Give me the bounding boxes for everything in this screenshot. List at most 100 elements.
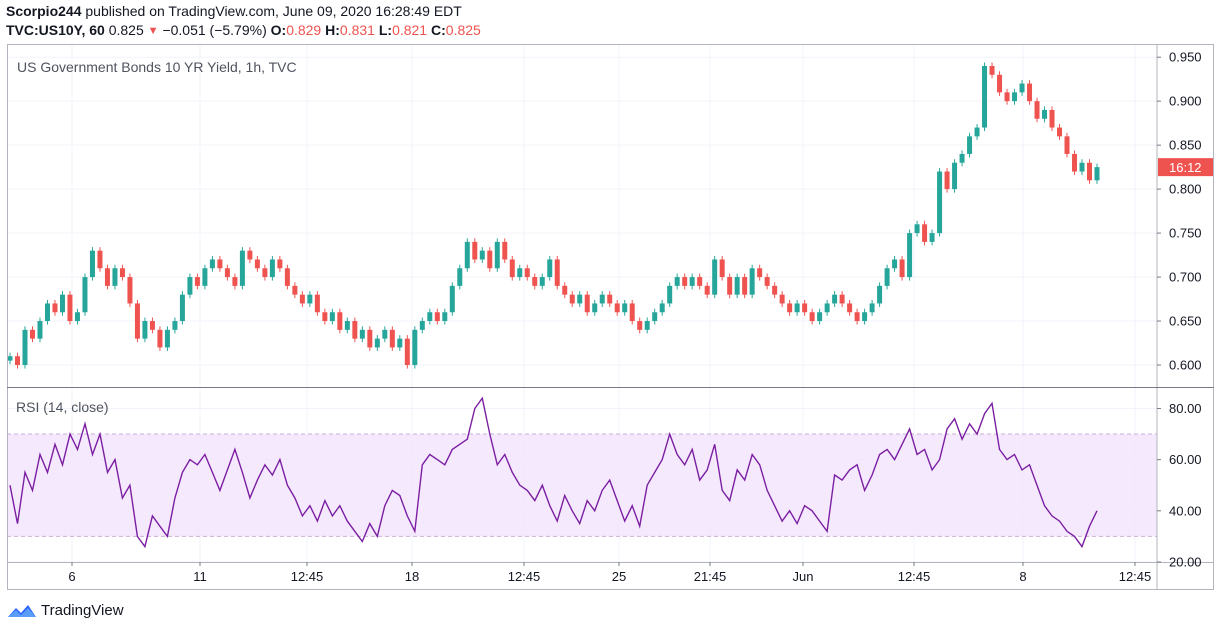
author-name[interactable]: Scorpio244 [6, 3, 82, 19]
candle [599, 291, 605, 307]
close-label: C: [431, 22, 446, 38]
candle-body [757, 268, 763, 278]
candle [622, 299, 628, 316]
candle-body [817, 312, 823, 322]
candle [487, 247, 493, 272]
candle [1027, 80, 1033, 105]
candle-body [547, 259, 553, 278]
time-axis[interactable]: 6 11 12:45 18 12:45 25 21:45 Jun 12:45 8 12:45 [68, 562, 1151, 584]
candle [97, 247, 103, 272]
candle-body [434, 312, 440, 322]
candle [914, 220, 920, 237]
candle [997, 71, 1003, 96]
candle [352, 317, 358, 343]
candle [217, 255, 223, 272]
candle-body [194, 277, 200, 286]
candle [554, 255, 560, 290]
candle [74, 308, 80, 325]
candle-body [847, 303, 853, 313]
candle-body [982, 65, 988, 128]
candle [284, 264, 290, 290]
candle [22, 326, 28, 369]
candle-body [577, 294, 583, 304]
candle-body [997, 74, 1003, 93]
candle [524, 264, 530, 281]
price-tick-label: 0.700 [1169, 270, 1202, 285]
candle-body [322, 312, 328, 322]
candle [404, 335, 410, 369]
candle-body [374, 338, 380, 348]
main-grid [7, 44, 1157, 387]
open-value: 0.829 [286, 22, 322, 38]
candle-body [37, 321, 43, 339]
candle-body [52, 303, 58, 313]
candle-body [937, 171, 943, 234]
candle-body [164, 329, 170, 348]
candle-body [1079, 162, 1085, 172]
candle [127, 273, 133, 307]
candle-body [142, 321, 148, 339]
candle [307, 291, 313, 307]
candle-body [802, 303, 808, 313]
candle-body [239, 250, 245, 286]
candle [59, 291, 65, 316]
candle-body [967, 136, 973, 154]
candle-body [794, 303, 800, 313]
candle-body [344, 321, 350, 330]
candle-body [74, 312, 80, 322]
candle-body [637, 321, 643, 330]
candle [157, 326, 163, 351]
candle [592, 299, 598, 316]
candle [907, 229, 913, 281]
candle-body [382, 329, 388, 339]
candle-body [7, 356, 13, 361]
chart-frame [7, 44, 1214, 590]
price-tick-label: 0.800 [1169, 182, 1202, 197]
price-axis[interactable]: 0.600 0.650 0.700 0.750 0.800 0.850 0.900 0.950 [1157, 50, 1202, 373]
candle [1087, 159, 1093, 184]
candle [659, 299, 665, 316]
tradingview-brand[interactable]: TradingView [8, 602, 124, 619]
candle-body [592, 303, 598, 313]
candle-body [284, 268, 290, 286]
candle-body [89, 250, 95, 278]
candle [247, 247, 253, 263]
candle [959, 150, 965, 167]
candle [502, 238, 508, 263]
candle [412, 326, 418, 369]
candle [1057, 124, 1063, 140]
main-panel-title: US Government Bonds 10 YR Yield, 1h, TVC [17, 59, 297, 75]
candle-body [509, 259, 515, 278]
candle [427, 308, 433, 325]
candle-body [397, 338, 403, 348]
candle [37, 317, 43, 343]
candle-body [944, 171, 950, 190]
candle [89, 247, 95, 281]
candle [202, 264, 208, 290]
candle-body [749, 268, 755, 295]
chart-area[interactable]: 0.600 0.650 0.700 0.750 0.800 0.850 0.900 0.950… [0, 0, 1219, 600]
candle-body [607, 294, 613, 304]
candle [982, 62, 988, 132]
rsi-axis[interactable]: 20.00 40.00 60.00 80.00 [1157, 401, 1202, 570]
time-tick-label: 12:45 [291, 569, 324, 584]
candle [134, 299, 140, 343]
candle [419, 317, 425, 334]
candle [119, 264, 125, 281]
candle-body [524, 268, 530, 278]
candle-body [449, 285, 455, 313]
candle-body [1027, 83, 1033, 102]
candle [577, 291, 583, 307]
candle [254, 255, 260, 272]
candle [52, 299, 58, 316]
candle [847, 299, 853, 316]
candle [142, 317, 148, 343]
candle [299, 291, 305, 307]
candle-body [494, 241, 500, 269]
candle-body [644, 321, 650, 330]
candle-body [682, 277, 688, 286]
candle [794, 299, 800, 316]
candle-body [209, 259, 215, 269]
candle [682, 273, 688, 290]
candle-body [442, 312, 448, 322]
